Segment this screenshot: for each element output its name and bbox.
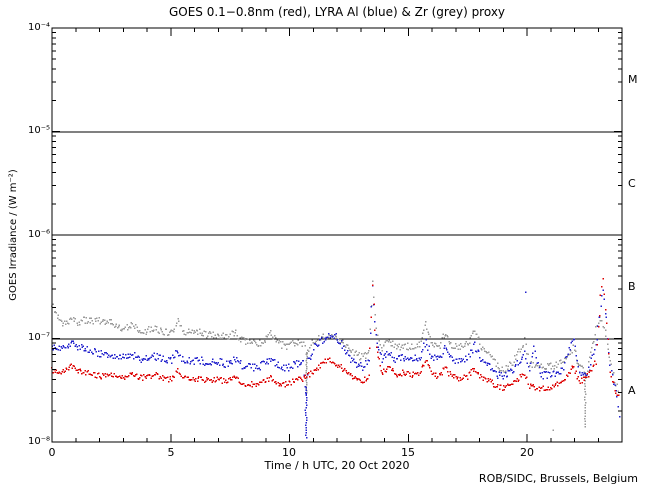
- y-tick-label-1e-7: 10⁻⁷: [27, 332, 50, 343]
- flare-class-label-b: B: [628, 280, 636, 293]
- flare-class-label-c: C: [628, 177, 636, 190]
- y-tick-label-1e-5: 10⁻⁵: [27, 125, 50, 136]
- series-dots-0: [51, 280, 620, 431]
- axis-frame: [51, 27, 623, 443]
- chart-title: GOES 0.1−0.8nm (red), LYRA Al (blue) & Z…: [168, 5, 506, 19]
- series-dots-1: [51, 284, 621, 439]
- x-axis-title: Time / h UTC, 20 Oct 2020: [264, 459, 410, 472]
- flare-class-label-m: M: [628, 73, 638, 86]
- class-boundary-lines: [52, 131, 622, 340]
- credit-text: ROB/SIDC, Brussels, Belgium: [478, 472, 638, 485]
- x-tick-label-20: 20: [520, 446, 534, 459]
- y-tick-label-1e-8: 10⁻⁸: [27, 436, 50, 447]
- flare-class-label-a: A: [628, 384, 636, 397]
- x-tick-label-10: 10: [282, 446, 296, 459]
- series-dots-2: [51, 278, 620, 397]
- x-tick-label-0: 0: [48, 446, 56, 459]
- x-tick-label-5: 5: [167, 446, 175, 459]
- x-tick-label-15: 15: [401, 446, 415, 459]
- y-tick-label-1e-4: 10⁻⁴: [27, 22, 50, 33]
- y-axis-title: GOES Irradiance / (W m⁻²): [8, 169, 19, 301]
- y-tick-label-1e-6: 10⁻⁶: [27, 229, 50, 240]
